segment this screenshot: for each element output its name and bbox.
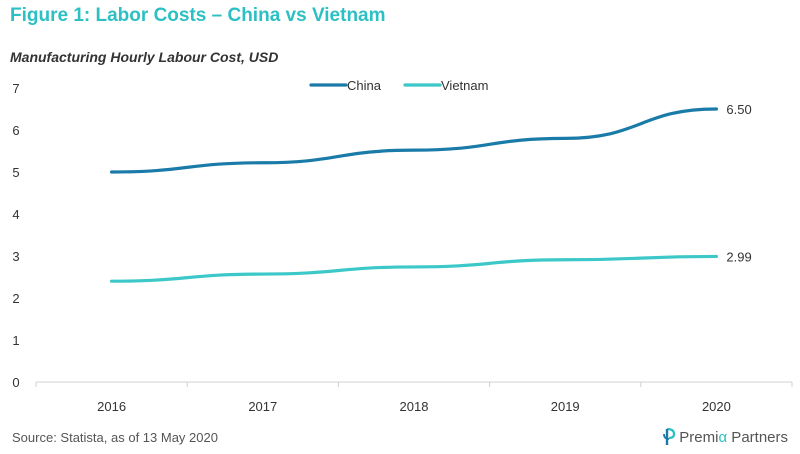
premia-partners-logo: Premiα Partners — [662, 428, 788, 446]
legend-label-vietnam: Vietnam — [441, 78, 488, 93]
data-label-vietnam: 2.99 — [726, 249, 751, 264]
y-tick-label: 4 — [12, 207, 19, 222]
x-tick-label: 2019 — [551, 399, 580, 414]
x-tick-label: 2017 — [248, 399, 277, 414]
y-tick-label: 3 — [12, 249, 19, 264]
x-tick-label: 2016 — [97, 399, 126, 414]
y-tick-label: 0 — [12, 375, 19, 390]
source-note: Source: Statista, as of 13 May 2020 — [12, 430, 218, 445]
logo-text-alpha: α — [718, 428, 728, 446]
y-tick-label: 7 — [12, 81, 19, 96]
data-label-china: 6.50 — [726, 102, 751, 117]
legend-label-china: China — [347, 78, 382, 93]
logo-text-prefix: Premi — [679, 428, 719, 446]
x-tick-label: 2018 — [400, 399, 429, 414]
series-line-china — [110, 107, 718, 174]
y-tick-label: 6 — [12, 123, 19, 138]
logo-text-suffix: Partners — [727, 428, 788, 446]
figure-title: Figure 1: Labor Costs – China vs Vietnam — [10, 5, 386, 26]
logo-text: Premiα Partners — [679, 429, 788, 446]
y-tick-label: 1 — [12, 333, 19, 348]
x-tick-label: 2020 — [702, 399, 731, 414]
y-tick-label: 5 — [12, 165, 19, 180]
premia-logo-icon — [663, 428, 676, 445]
chart-subtitle: Manufacturing Hourly Labour Cost, USD — [10, 49, 279, 65]
series-line-vietnam — [110, 254, 718, 283]
y-tick-label: 2 — [12, 291, 19, 306]
